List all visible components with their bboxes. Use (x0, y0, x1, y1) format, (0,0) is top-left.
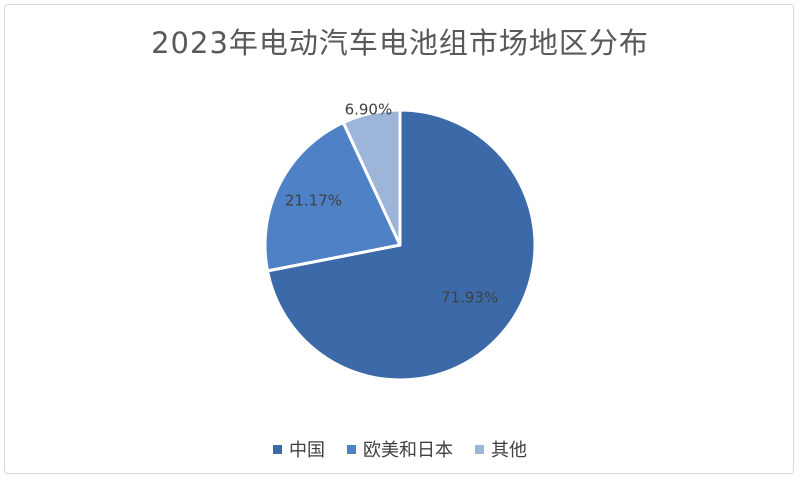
chart-legend: 中国 欧美和日本 其他 (0, 436, 800, 462)
legend-item-1: 中国 (273, 436, 325, 462)
legend-item-2: 欧美和日本 (347, 436, 453, 462)
legend-label-2: 欧美和日本 (363, 440, 453, 461)
legend-swatch-3 (475, 444, 484, 454)
legend-swatch-2 (347, 444, 356, 454)
legend-item-3: 其他 (475, 436, 527, 462)
pie-slice-3 (341, 108, 402, 247)
legend-label-1: 中国 (289, 440, 325, 461)
legend-swatch-1 (273, 444, 282, 454)
pie-slice-2 (263, 120, 402, 273)
chart-title: 2023年电动汽车电池组市场地区分布 (151, 26, 649, 60)
data-label-3: 6.90% (345, 100, 393, 118)
data-label-1: 71.93% (441, 289, 498, 307)
legend-label-3: 其他 (491, 440, 527, 461)
data-label-2: 21.17% (285, 191, 342, 209)
